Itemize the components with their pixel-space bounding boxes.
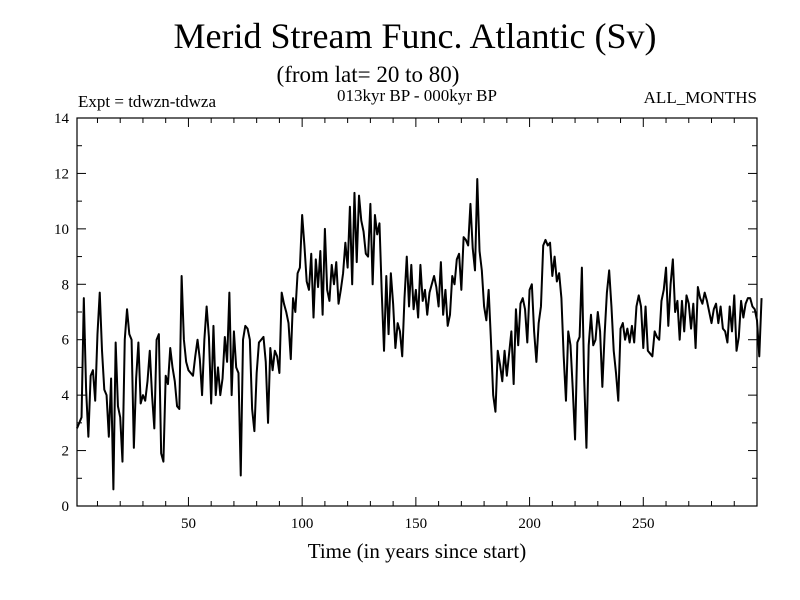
period-label: 013kyr BP - 000kyr BP (337, 86, 497, 105)
y-tick-label: 14 (54, 111, 70, 127)
experiment-label: Expt = tdwzn-tdwza (78, 92, 216, 111)
chart-title: Merid Stream Func. Atlantic (Sv) (174, 16, 657, 56)
x-tick-label: 50 (181, 516, 196, 532)
axis-ticks: 0 2 4 6 8 10 12 14 50 100 150 200 250 (54, 111, 758, 532)
y-tick-label: 8 (62, 277, 70, 293)
x-axis-label: Time (in years since start) (308, 539, 527, 563)
series-layer (76, 177, 763, 491)
months-label: ALL_MONTHS (644, 88, 757, 107)
series-line-0 (76, 177, 763, 491)
chart-subtitle: (from lat= 20 to 80) (277, 62, 460, 87)
y-tick-label: 6 (62, 333, 70, 349)
y-tick-label: 12 (54, 166, 69, 182)
x-tick-label: 200 (518, 516, 541, 532)
x-tick-label: 150 (405, 516, 428, 532)
y-tick-label: 2 (62, 444, 70, 460)
y-tick-label: 0 (62, 499, 70, 515)
x-tick-label: 100 (291, 516, 314, 532)
y-tick-label: 4 (62, 388, 70, 404)
y-tick-label: 10 (54, 222, 69, 238)
x-tick-label: 250 (632, 516, 655, 532)
